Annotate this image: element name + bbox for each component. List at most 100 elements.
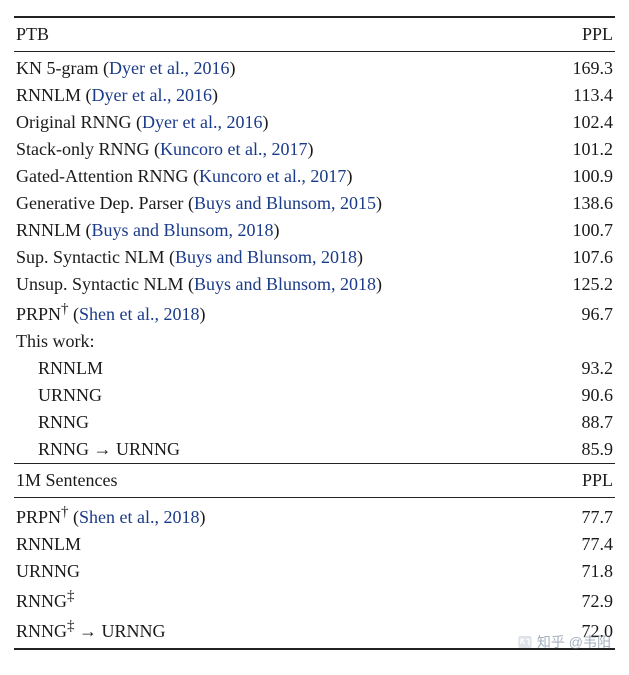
model-name: Unsup. Syntactic NLM (16, 274, 183, 294)
model-name: This work: (16, 331, 95, 351)
ppl-cell: 100.9 (541, 163, 615, 190)
table-row: Generative Dep. Parser (Buys and Blunsom… (14, 190, 615, 217)
ppl-cell: 100.7 (541, 217, 615, 244)
panel-header-row: PTBPPL (14, 17, 615, 52)
model-name: URNNG (16, 561, 80, 581)
results-table: PTBPPLKN 5-gram (Dyer et al., 2016)169.3… (14, 16, 615, 650)
ppl-cell: 169.3 (541, 52, 615, 83)
model-sup: ‡ (67, 618, 75, 634)
model-name: RNNLM (16, 85, 81, 105)
model-name: RNNG (38, 412, 89, 432)
panel-header-right: PPL (541, 17, 615, 52)
table-row: RNNLM (Dyer et al., 2016)113.4 (14, 82, 615, 109)
panel-header-right: PPL (541, 464, 615, 498)
citation-link[interactable]: Dyer et al., 2016 (142, 112, 262, 132)
model-cell: KN 5-gram (Dyer et al., 2016) (14, 52, 541, 83)
table-row: RNNG 88.7 (14, 409, 615, 436)
table-row: RNNLM (Buys and Blunsom, 2018)100.7 (14, 217, 615, 244)
model-sup: ‡ (67, 588, 75, 604)
table-row: KN 5-gram (Dyer et al., 2016)169.3 (14, 52, 615, 83)
ppl-cell: 96.7 (541, 298, 615, 328)
ppl-cell: 101.2 (541, 136, 615, 163)
table-row: PRPN† (Shen et al., 2018)96.7 (14, 298, 615, 328)
model-cell: Original RNNG (Dyer et al., 2016) (14, 109, 541, 136)
model-name: RNNLM (16, 220, 81, 240)
model-name: KN 5-gram (16, 58, 98, 78)
model-cell: Stack-only RNNG (Kuncoro et al., 2017) (14, 136, 541, 163)
ppl-cell: 93.2 (541, 355, 615, 382)
table-row: Unsup. Syntactic NLM (Buys and Blunsom, … (14, 271, 615, 298)
table-row: Stack-only RNNG (Kuncoro et al., 2017)10… (14, 136, 615, 163)
ppl-cell: 88.7 (541, 409, 615, 436)
model-name: Gated-Attention RNNG (16, 166, 188, 186)
model-name: PRPN (16, 507, 61, 527)
model-name: Sup. Syntactic NLM (16, 247, 165, 267)
ppl-cell: 102.4 (541, 109, 615, 136)
ppl-cell: 125.2 (541, 271, 615, 298)
model-sup: † (61, 504, 69, 520)
ppl-cell: 113.4 (541, 82, 615, 109)
table-row: This work: (14, 328, 615, 355)
model-cell: RNNG‡ (14, 585, 541, 615)
citation-link[interactable]: Buys and Blunsom, 2015 (194, 193, 376, 213)
model-cell: RNNLM (Buys and Blunsom, 2018) (14, 217, 541, 244)
ppl-cell: 90.6 (541, 382, 615, 409)
citation-link[interactable]: Buys and Blunsom, 2018 (194, 274, 376, 294)
model-cell: This work: (14, 328, 541, 355)
model-cell: RNNLM (Dyer et al., 2016) (14, 82, 541, 109)
model-cell: RNNG → URNNG (14, 436, 541, 464)
table-row: URNNG 90.6 (14, 382, 615, 409)
model-name: Generative Dep. Parser (16, 193, 183, 213)
table-row: PRPN† (Shen et al., 2018)77.7 (14, 498, 615, 532)
model-cell: Sup. Syntactic NLM (Buys and Blunsom, 20… (14, 244, 541, 271)
table-row: URNNG 71.8 (14, 558, 615, 585)
citation-link[interactable]: Buys and Blunsom, 2018 (92, 220, 274, 240)
ppl-cell (541, 328, 615, 355)
panel-header-left: 1M Sentences (14, 464, 541, 498)
model-cell: URNNG (14, 558, 541, 585)
citation-link[interactable]: Dyer et al., 2016 (92, 85, 212, 105)
model-name: Original RNNG (16, 112, 132, 132)
model-cell: Unsup. Syntactic NLM (Buys and Blunsom, … (14, 271, 541, 298)
table-row: RNNG‡ → URNNG72.0 (14, 615, 615, 649)
model-name: RNNG (16, 621, 67, 641)
model-cell: Generative Dep. Parser (Buys and Blunsom… (14, 190, 541, 217)
model-cell: URNNG (14, 382, 541, 409)
citation-link[interactable]: Kuncoro et al., 2017 (160, 139, 307, 159)
model-tail: → URNNG (75, 621, 166, 641)
ppl-cell: 138.6 (541, 190, 615, 217)
panel-header-left: PTB (14, 17, 541, 52)
model-cell: PRPN† (Shen et al., 2018) (14, 498, 541, 532)
model-cell: RNNG (14, 409, 541, 436)
citation-link[interactable]: Dyer et al., 2016 (109, 58, 229, 78)
model-name: Stack-only RNNG (16, 139, 150, 159)
table-row: RNNG → URNNG 85.9 (14, 436, 615, 464)
model-name: RNNLM (16, 534, 81, 554)
ppl-cell: 72.0 (541, 615, 615, 649)
citation-link[interactable]: Kuncoro et al., 2017 (199, 166, 346, 186)
ppl-cell: 85.9 (541, 436, 615, 464)
model-cell: RNNLM (14, 531, 541, 558)
table-row: Original RNNG (Dyer et al., 2016)102.4 (14, 109, 615, 136)
table-row: Gated-Attention RNNG (Kuncoro et al., 20… (14, 163, 615, 190)
model-name: RNNG → URNNG (38, 439, 180, 459)
table-row: RNNG‡72.9 (14, 585, 615, 615)
ppl-cell: 71.8 (541, 558, 615, 585)
model-name: URNNG (38, 385, 102, 405)
model-name: RNNLM (38, 358, 103, 378)
ppl-cell: 77.7 (541, 498, 615, 532)
panel-header-row: 1M SentencesPPL (14, 464, 615, 498)
ppl-cell: 107.6 (541, 244, 615, 271)
table-row: RNNLM77.4 (14, 531, 615, 558)
model-cell: PRPN† (Shen et al., 2018) (14, 298, 541, 328)
table-row: RNNLM 93.2 (14, 355, 615, 382)
model-name: RNNG (16, 591, 67, 611)
model-cell: Gated-Attention RNNG (Kuncoro et al., 20… (14, 163, 541, 190)
model-cell: RNNG‡ → URNNG (14, 615, 541, 649)
citation-link[interactable]: Shen et al., 2018 (79, 304, 199, 324)
citation-link[interactable]: Shen et al., 2018 (79, 507, 199, 527)
model-name: PRPN (16, 304, 61, 324)
citation-link[interactable]: Buys and Blunsom, 2018 (175, 247, 357, 267)
ppl-cell: 72.9 (541, 585, 615, 615)
model-sup: † (61, 301, 69, 317)
